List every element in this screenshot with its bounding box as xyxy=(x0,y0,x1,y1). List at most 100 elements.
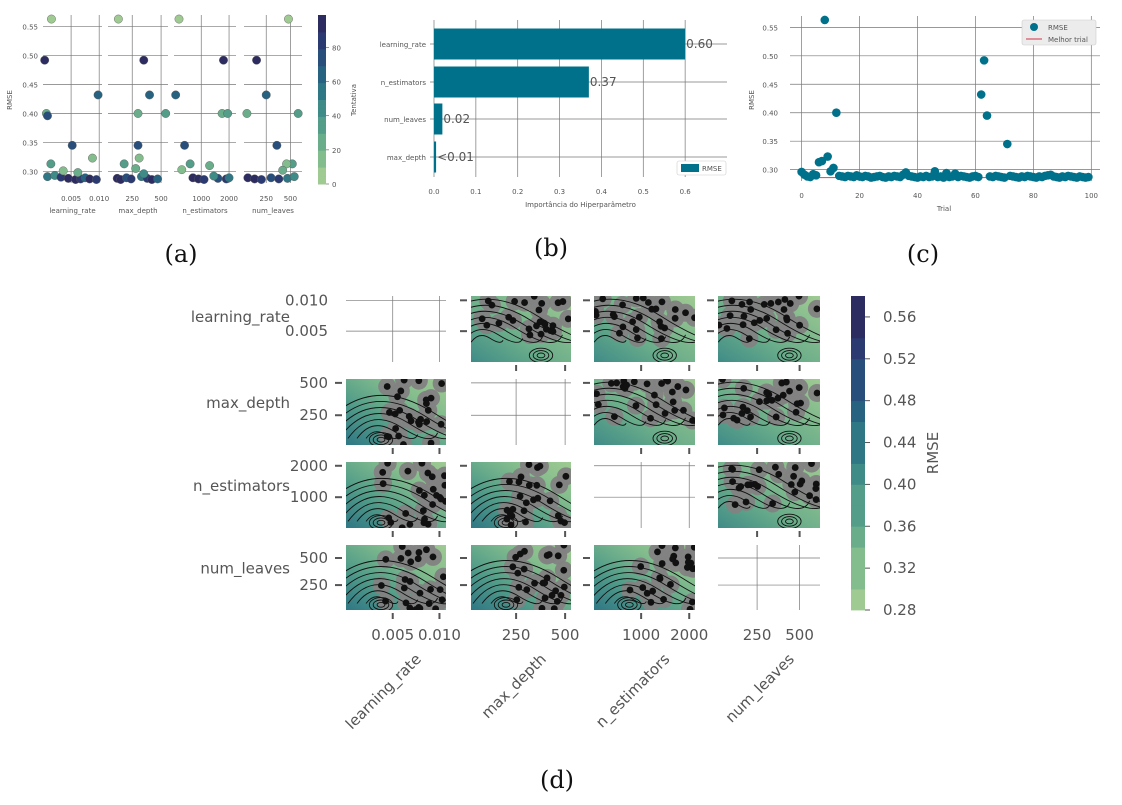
a-scatter-point xyxy=(43,172,52,182)
d-sample-point xyxy=(661,409,669,417)
d-sample-point xyxy=(795,384,803,392)
d-contour-line xyxy=(471,477,571,504)
d-colorbar-segment xyxy=(851,547,865,569)
d-sample-point xyxy=(756,398,763,406)
d-sample-point xyxy=(742,498,750,506)
d-sample-point xyxy=(418,462,426,467)
d-contour-line xyxy=(594,381,695,419)
d-sample-point xyxy=(626,586,634,594)
b-xtick-label: 0.4 xyxy=(596,188,608,196)
a-xlabel: num_leaves xyxy=(252,207,294,215)
d-sample-point xyxy=(774,298,782,306)
panel-c-trial-scatter: 0 20 40 60 80 100 0.30 0.35 0.40 0.45 0.50 0.55 Tria… xyxy=(748,15,1100,213)
d-point-halo xyxy=(554,545,571,555)
a-xtick-label: 1000 xyxy=(192,195,210,203)
d-contour-line xyxy=(471,490,571,519)
d-min-ring xyxy=(785,352,794,359)
a-xlabel: max_depth xyxy=(118,207,157,215)
d-sample-point xyxy=(541,594,549,602)
d-min-ring xyxy=(781,516,798,527)
d-sample-point xyxy=(795,296,803,300)
a-xtick-label: 2000 xyxy=(220,195,238,203)
d-min-ring xyxy=(656,433,673,444)
a-colorbar-segment xyxy=(318,23,326,29)
a-colorbar-tick-label: 80 xyxy=(332,44,341,52)
d-sample-point xyxy=(439,573,446,581)
a-colorbar-segment xyxy=(318,99,326,105)
d-sample-point xyxy=(744,481,752,489)
d-sample-point xyxy=(379,468,387,476)
d-sample-point xyxy=(632,296,640,302)
d-sample-point xyxy=(723,325,731,332)
d-sample-point xyxy=(517,473,525,481)
d-sample-point xyxy=(791,488,799,496)
d-sample-point xyxy=(420,519,428,527)
d-min-ring xyxy=(781,433,798,444)
d-contour-cell xyxy=(471,462,571,528)
d-sample-point xyxy=(735,484,743,492)
d-sample-point xyxy=(495,319,503,327)
d-colorbar-segment xyxy=(851,358,865,381)
a-colorbar-segment xyxy=(318,129,326,134)
a-scatter-point xyxy=(293,109,303,118)
d-sample-point xyxy=(658,380,665,387)
a-scatter-point xyxy=(278,165,288,175)
d-sample-point xyxy=(728,297,736,305)
a-scatter-point xyxy=(131,164,141,173)
c-scatter-point xyxy=(976,90,986,99)
d-sample-point xyxy=(383,383,391,390)
d-colorbar-tick-label: 0.48 xyxy=(883,392,916,410)
d-sample-point xyxy=(425,600,433,607)
d-sample-point xyxy=(531,579,538,587)
d-sample-point xyxy=(523,586,531,594)
d-sample-point xyxy=(515,583,523,591)
d-sample-point xyxy=(771,463,779,471)
panel-label-d: (d) xyxy=(540,766,574,794)
d-contour-line xyxy=(346,496,446,523)
d-colorbar-tick-label: 0.36 xyxy=(883,517,916,535)
d-sample-point xyxy=(664,379,672,385)
d-xtick-label: 0.010 xyxy=(418,626,461,644)
d-sample-point xyxy=(784,329,791,337)
d-sample-point xyxy=(429,501,437,508)
d-sample-point xyxy=(525,325,533,333)
a-colorbar-segment xyxy=(318,61,326,67)
c-legend-label: RMSE xyxy=(1048,24,1068,32)
d-sample-point xyxy=(657,335,665,343)
d-sample-point xyxy=(564,315,571,323)
a-colorbar-tick-label: 20 xyxy=(332,147,341,155)
d-sample-point xyxy=(415,379,423,385)
b-value-label: 0.02 xyxy=(443,112,470,126)
d-sample-point xyxy=(786,300,794,307)
d-sample-point xyxy=(488,301,496,309)
panel-d-contour-matrix: learning_rate0.0050.010max_depth250500n_… xyxy=(191,291,942,733)
a-scatter-point xyxy=(133,140,143,150)
d-sample-point xyxy=(690,565,695,573)
a-scatter-point xyxy=(199,175,209,184)
d-sample-point xyxy=(647,598,655,606)
d-col-label: num_leaves xyxy=(722,650,799,727)
d-sample-point xyxy=(635,313,643,321)
d-sample-point xyxy=(688,598,695,606)
a-colorbar-segment xyxy=(318,162,326,168)
panel-label-c: (c) xyxy=(907,240,939,268)
d-sample-point xyxy=(423,400,430,408)
a-ytick-label: 0.55 xyxy=(22,24,38,32)
b-value-label: <0.01 xyxy=(437,150,474,164)
a-scatter-point xyxy=(113,14,123,24)
d-colorbar-tick-label: 0.32 xyxy=(883,559,916,577)
d-min-ring xyxy=(493,515,519,528)
d-sample-point xyxy=(511,298,519,305)
d-contour-line xyxy=(346,572,446,601)
d-sample-point xyxy=(525,481,533,489)
d-sample-point xyxy=(530,296,538,300)
a-colorbar-segment xyxy=(318,95,326,100)
d-min-ring xyxy=(376,436,386,443)
d-contour-cell xyxy=(718,462,820,528)
a-colorbar-segment xyxy=(318,74,326,79)
d-sample-point xyxy=(432,605,440,610)
a-scatter-point xyxy=(67,140,77,150)
a-colorbar-segment xyxy=(318,36,326,41)
c-xtick-label: 40 xyxy=(913,192,922,200)
a-colorbar-segment xyxy=(318,150,326,155)
